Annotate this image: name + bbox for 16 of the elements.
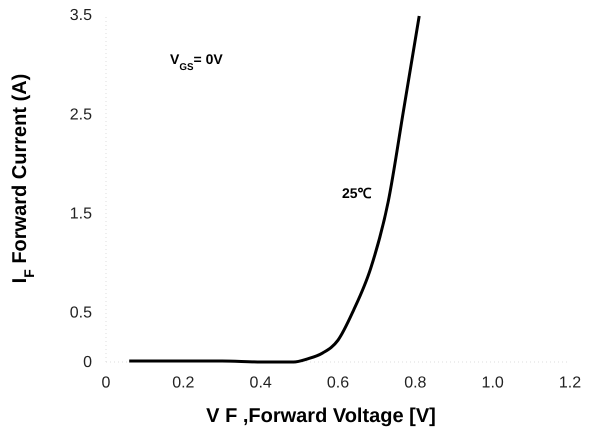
y-tick-label: 2.5 [70,106,92,124]
annotation: 25℃ [342,185,372,201]
x-tick-label: 1.2 [558,374,582,392]
x-tick-label: 0 [102,374,111,392]
x-axis-title: V F ,Forward Voltage [V] [206,405,436,427]
line-series [128,14,421,364]
y-tick-label: 1.5 [70,205,92,222]
y-tick-label: 0.5 [70,304,92,322]
y-tick-label: 0 [83,354,92,372]
y-tick-label: 3.5 [70,7,92,24]
x-tick-label: 0.4 [250,374,272,392]
x-tick-label: 0.6 [326,374,350,392]
x-tick-label: 0.2 [172,374,195,392]
annotation: V$_{GS}$= 0V [170,51,224,72]
x-tick-label: 1.0 [482,374,504,392]
x-tick-label: 0.8 [404,374,427,392]
